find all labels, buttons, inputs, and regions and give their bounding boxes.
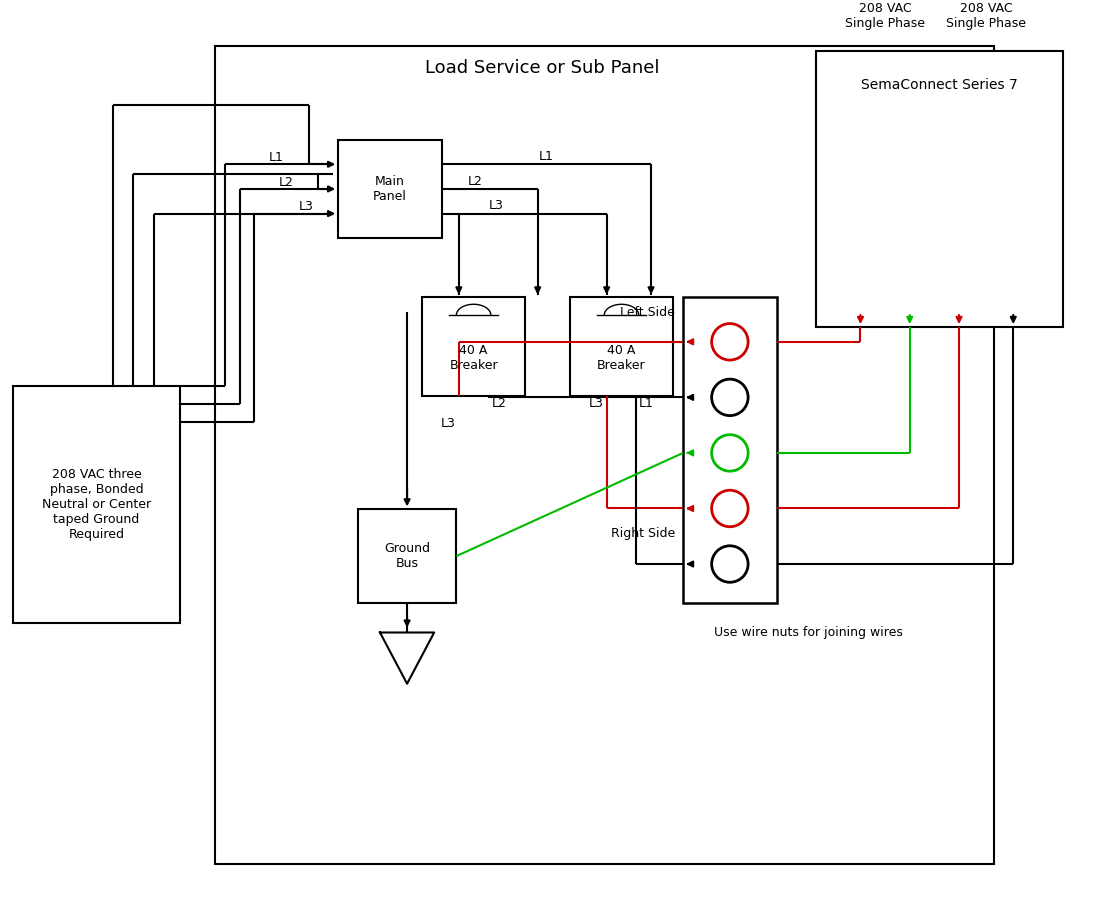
Text: L3: L3 <box>298 200 314 213</box>
Bar <box>13 386 180 623</box>
Bar <box>214 46 993 864</box>
Text: 208 VAC three
phase, Bonded
Neutral or Center
taped Ground
Required: 208 VAC three phase, Bonded Neutral or C… <box>42 468 151 541</box>
Bar <box>683 297 777 603</box>
Bar <box>816 51 1063 327</box>
Text: Load Service or Sub Panel: Load Service or Sub Panel <box>425 58 659 76</box>
Text: L2: L2 <box>492 397 506 410</box>
Text: Right Side: Right Side <box>610 526 675 540</box>
Text: L1: L1 <box>639 397 654 410</box>
Text: 208 VAC
Single Phase: 208 VAC Single Phase <box>845 3 925 31</box>
Text: 208 VAC
Single Phase: 208 VAC Single Phase <box>946 3 1026 31</box>
Text: L2: L2 <box>279 176 294 189</box>
Text: Use wire nuts for joining wires: Use wire nuts for joining wires <box>714 626 903 639</box>
Bar <box>338 140 441 238</box>
Text: Ground
Bus: Ground Bus <box>384 542 430 570</box>
Text: 40 A
Breaker: 40 A Breaker <box>597 345 646 373</box>
Bar <box>570 297 673 396</box>
Text: L3: L3 <box>488 199 503 212</box>
Text: 40 A
Breaker: 40 A Breaker <box>449 345 498 373</box>
Text: L3: L3 <box>588 397 604 410</box>
Text: L1: L1 <box>539 150 553 163</box>
Bar <box>358 509 456 603</box>
Text: L3: L3 <box>441 417 455 430</box>
Text: L1: L1 <box>270 151 284 164</box>
Text: Main
Panel: Main Panel <box>373 175 407 203</box>
Text: L2: L2 <box>468 175 482 187</box>
Text: SemaConnect Series 7: SemaConnect Series 7 <box>861 78 1018 93</box>
Bar <box>422 297 526 396</box>
Text: Left Side: Left Side <box>620 306 675 319</box>
